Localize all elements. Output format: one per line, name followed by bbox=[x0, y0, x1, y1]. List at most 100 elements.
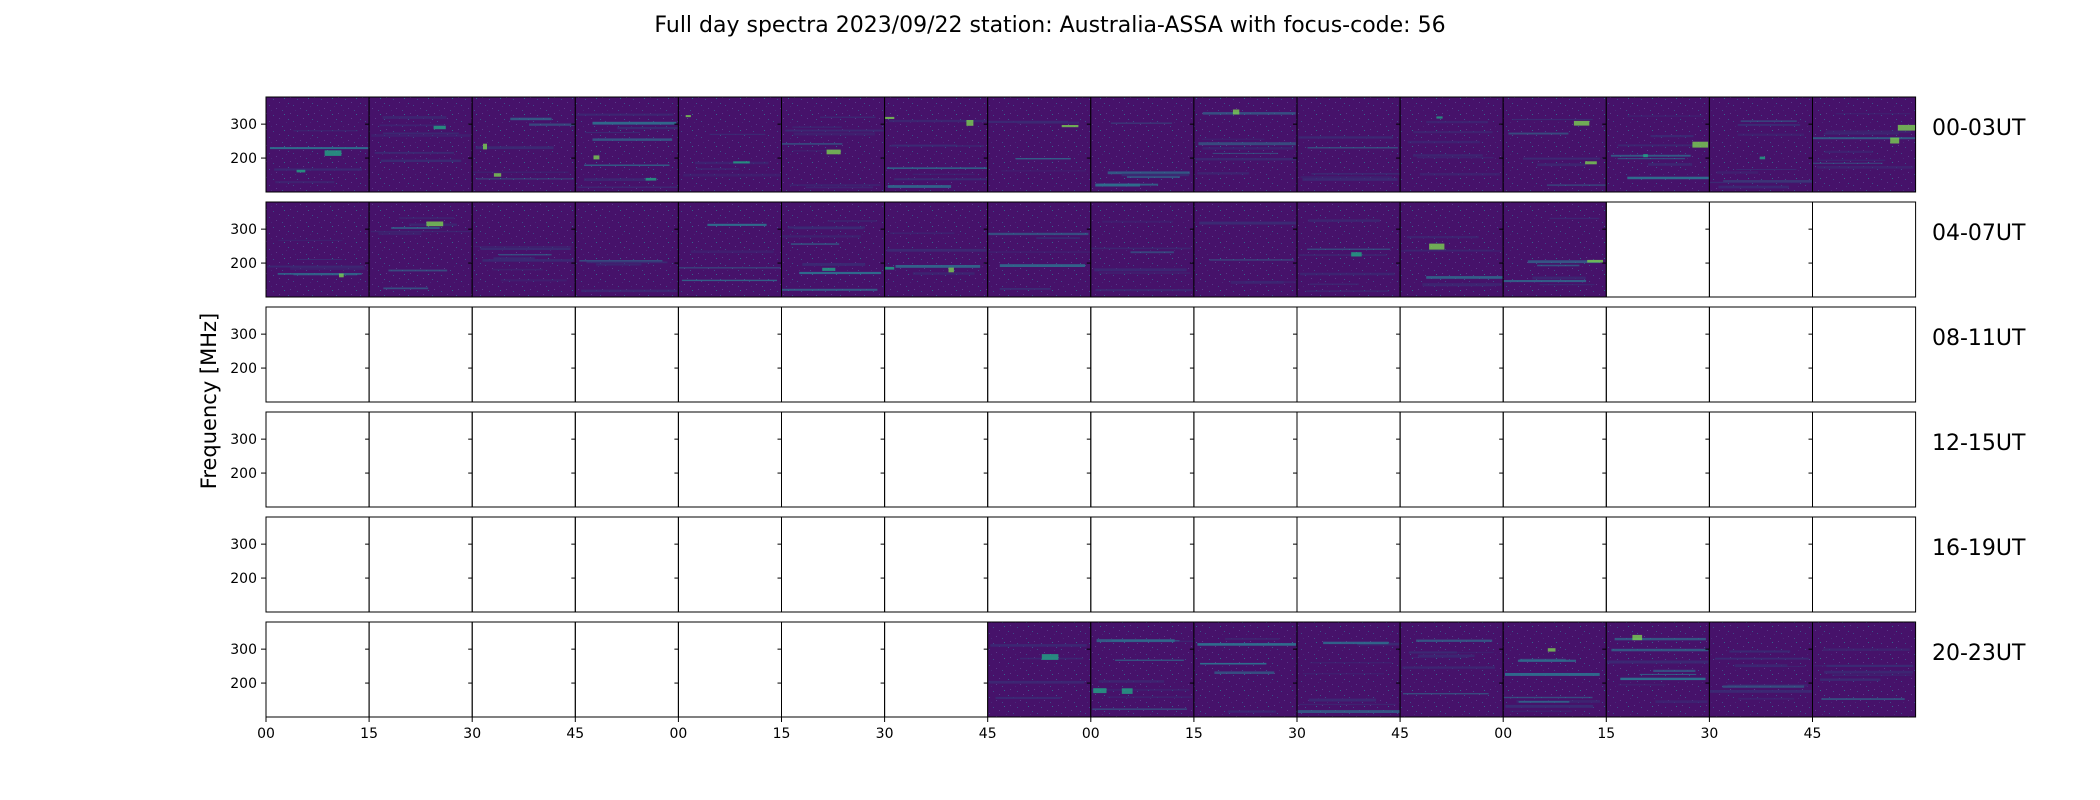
x-tick-label: 15 bbox=[1597, 726, 1615, 742]
interference-band bbox=[1297, 710, 1400, 713]
interference-band bbox=[290, 267, 366, 270]
spectra-row: 300 200 08-11UT bbox=[230, 306, 2026, 403]
interference-band bbox=[1197, 172, 1250, 175]
interference-band bbox=[681, 279, 777, 282]
interference-band bbox=[1508, 132, 1569, 135]
interference-band bbox=[887, 248, 987, 252]
signal-burst bbox=[296, 169, 306, 173]
y-tick-label: 300 bbox=[230, 222, 257, 238]
interference-band bbox=[1537, 264, 1580, 267]
panel-frame bbox=[1605, 411, 1710, 508]
interference-band bbox=[1738, 697, 1795, 700]
interference-band bbox=[1015, 158, 1071, 160]
interference-band bbox=[1812, 162, 1883, 164]
row-label: 00-03UT bbox=[1932, 116, 2026, 141]
interference-band bbox=[1202, 112, 1296, 115]
interference-band bbox=[1214, 671, 1275, 674]
panel-frame bbox=[1399, 516, 1504, 613]
interference-band bbox=[1099, 183, 1159, 186]
interference-band bbox=[1416, 157, 1494, 159]
interference-band bbox=[1130, 251, 1174, 254]
interference-band bbox=[1302, 178, 1398, 181]
interference-band bbox=[299, 259, 343, 260]
interference-band bbox=[584, 164, 670, 166]
interference-band bbox=[1611, 648, 1709, 652]
signal-burst bbox=[493, 173, 502, 177]
interference-band bbox=[510, 117, 552, 121]
interference-band bbox=[820, 116, 876, 118]
panel-frame bbox=[574, 621, 679, 718]
signal-burst bbox=[1692, 141, 1709, 148]
signal-burst bbox=[1547, 648, 1556, 652]
interference-band bbox=[1825, 130, 1912, 134]
panel-frame bbox=[1605, 306, 1710, 403]
signal-burst bbox=[1573, 120, 1590, 126]
panel-frame bbox=[265, 306, 370, 403]
panel-frame bbox=[1296, 411, 1401, 508]
interference-band bbox=[1505, 673, 1600, 676]
spectrum-panel bbox=[987, 97, 1091, 192]
interference-band bbox=[474, 246, 572, 248]
interference-band bbox=[1092, 708, 1187, 710]
panel-frame bbox=[471, 516, 576, 613]
interference-band bbox=[1302, 673, 1384, 675]
spectrum-panel bbox=[781, 202, 885, 297]
signal-burst bbox=[966, 120, 974, 126]
panel-frame bbox=[1708, 411, 1814, 508]
signal-burst bbox=[324, 150, 342, 156]
interference-band bbox=[399, 217, 454, 219]
panel-frame bbox=[1090, 411, 1195, 508]
interference-band bbox=[683, 173, 782, 177]
x-tick-label: 00 bbox=[669, 726, 687, 742]
interference-band bbox=[579, 260, 663, 262]
y-tick-label: 200 bbox=[230, 571, 257, 587]
panel-frame bbox=[987, 516, 1092, 613]
interference-band bbox=[1212, 152, 1278, 154]
spectrum-panel bbox=[1503, 97, 1607, 192]
interference-band bbox=[1227, 710, 1276, 713]
y-tick-label: 200 bbox=[230, 151, 257, 167]
interference-band bbox=[696, 168, 740, 170]
interference-band bbox=[475, 146, 554, 150]
y-axis-label: Frequency [MHz] bbox=[197, 313, 221, 489]
interference-band bbox=[584, 178, 650, 181]
panel-frame bbox=[1193, 411, 1298, 508]
interference-band bbox=[790, 243, 840, 245]
signal-burst bbox=[1429, 243, 1445, 250]
interference-band bbox=[894, 178, 988, 181]
interference-band bbox=[1518, 701, 1570, 703]
panel-frame bbox=[1399, 411, 1504, 508]
interference-band bbox=[1729, 650, 1791, 653]
interference-band bbox=[1095, 289, 1193, 292]
interference-band bbox=[274, 168, 363, 171]
interference-band bbox=[1299, 703, 1396, 705]
interference-band bbox=[378, 232, 422, 235]
spectrum-panel bbox=[575, 97, 679, 192]
interference-band bbox=[886, 167, 988, 169]
spectra-rows: 30020000-03UT30020004-07UT30020008-11UT3… bbox=[230, 96, 2026, 742]
interference-band bbox=[1618, 683, 1666, 686]
interference-band bbox=[1418, 654, 1475, 657]
interference-band bbox=[586, 261, 668, 264]
panel-frame bbox=[1502, 516, 1607, 613]
signal-burst bbox=[884, 266, 895, 270]
x-tick-label: 00 bbox=[257, 726, 275, 742]
panel-frame bbox=[884, 516, 989, 613]
y-tick-label: 200 bbox=[230, 361, 257, 377]
interference-band bbox=[278, 239, 343, 241]
panel-frame bbox=[1708, 306, 1814, 403]
signal-burst bbox=[948, 267, 954, 273]
interference-band bbox=[1736, 169, 1797, 170]
interference-band bbox=[1650, 135, 1694, 138]
interference-band bbox=[371, 134, 471, 137]
panel-frame bbox=[987, 411, 1092, 508]
spectrum-panel bbox=[1812, 97, 1916, 192]
panel-frame bbox=[1812, 411, 1917, 508]
interference-band bbox=[1413, 131, 1493, 134]
panel-frame bbox=[1399, 306, 1504, 403]
x-tick-label: 30 bbox=[463, 726, 481, 742]
interference-band bbox=[1309, 283, 1359, 285]
interference-band bbox=[1306, 290, 1389, 292]
panel-frame bbox=[368, 411, 473, 508]
x-tick-label: 15 bbox=[360, 726, 378, 742]
